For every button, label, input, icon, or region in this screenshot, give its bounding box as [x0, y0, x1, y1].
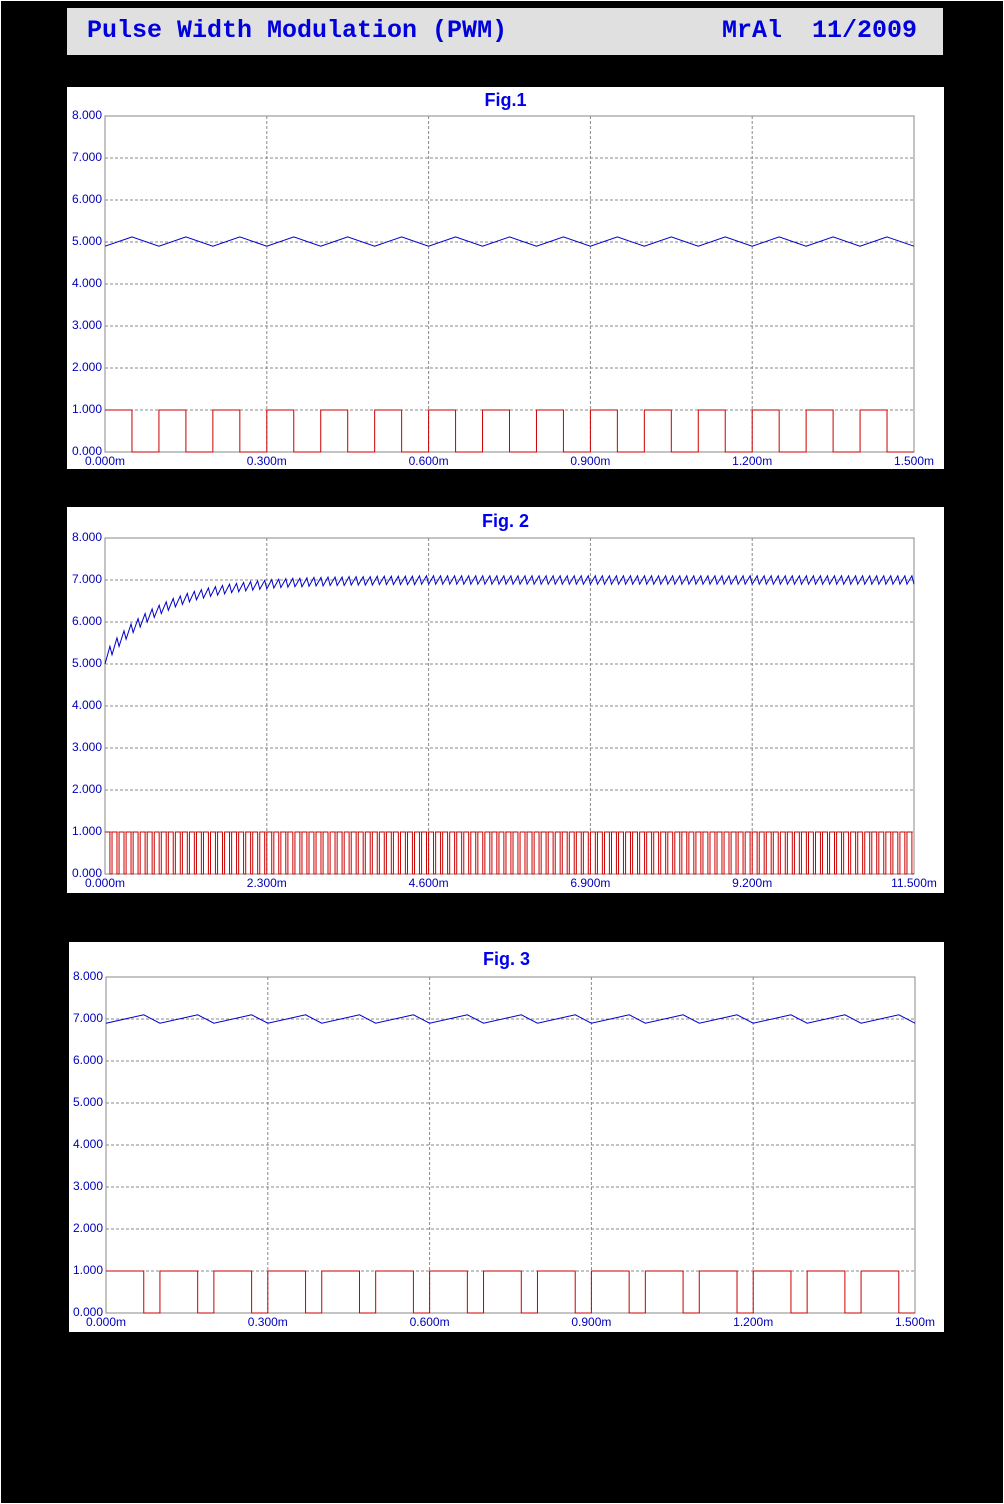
y-tick-label: 8.000 — [73, 969, 103, 983]
plot-frame — [104, 537, 915, 875]
y-tick-label: 4.000 — [72, 698, 102, 712]
x-tick-label: 0.000m — [85, 876, 125, 890]
x-tick-label: 1.500m — [894, 454, 934, 468]
y-tick-label: 6.000 — [72, 192, 102, 206]
series-line — [105, 831, 914, 875]
y-tick-label: 6.000 — [72, 614, 102, 628]
x-tick-label: 11.500m — [891, 876, 937, 890]
y-tick-label: 0.000 — [73, 1305, 103, 1319]
chart-panel — [69, 942, 944, 1332]
series-line — [106, 1270, 915, 1314]
chart-title: Fig. 2 — [482, 511, 529, 531]
y-tick-label: 1.000 — [72, 824, 102, 838]
y-tick-label: 5.000 — [72, 234, 102, 248]
chart-panel — [67, 87, 944, 469]
x-tick-label: 0.600m — [409, 454, 449, 468]
x-tick-label: 0.000m — [86, 1315, 126, 1329]
y-tick-label: 5.000 — [73, 1095, 103, 1109]
page-title: Pulse Width Modulation (PWM) — [87, 16, 508, 45]
y-tick-label: 5.000 — [72, 656, 102, 670]
y-tick-label: 8.000 — [72, 530, 102, 544]
y-tick-label: 3.000 — [73, 1179, 103, 1193]
y-tick-label: 3.000 — [72, 740, 102, 754]
x-tick-label: 0.900m — [571, 1315, 611, 1329]
y-tick-label: 1.000 — [72, 402, 102, 416]
y-tick-label: 6.000 — [73, 1053, 103, 1067]
x-tick-label: 1.500m — [895, 1315, 935, 1329]
y-tick-label: 2.000 — [73, 1221, 103, 1235]
x-tick-label: 0.000m — [85, 454, 125, 468]
y-tick-label: 2.000 — [72, 360, 102, 374]
x-tick-label: 9.200m — [732, 876, 772, 890]
y-tick-label: 0.000 — [72, 866, 102, 880]
chart-title: Fig.1 — [484, 90, 526, 110]
series-line — [104, 574, 915, 665]
series-line — [105, 409, 914, 453]
chart-title: Fig. 3 — [483, 949, 530, 969]
author-date: MrAl 11/2009 — [721, 16, 917, 45]
x-tick-label: 0.900m — [570, 454, 610, 468]
x-tick-label: 4.600m — [409, 876, 449, 890]
y-tick-label: 2.000 — [72, 782, 102, 796]
y-tick-label: 7.000 — [72, 572, 102, 586]
x-tick-label: 1.200m — [733, 1315, 773, 1329]
y-tick-label: 7.000 — [73, 1011, 103, 1025]
x-tick-label: 0.300m — [248, 1315, 288, 1329]
series-line — [105, 1014, 916, 1024]
x-tick-label: 0.300m — [247, 454, 287, 468]
y-tick-label: 0.000 — [72, 444, 102, 458]
y-tick-label: 8.000 — [72, 108, 102, 122]
y-tick-label: 3.000 — [72, 318, 102, 332]
y-tick-label: 4.000 — [73, 1137, 103, 1151]
header: Pulse Width Modulation (PWM) MrAl 11/200… — [67, 8, 943, 55]
y-tick-label: 7.000 — [72, 150, 102, 164]
x-tick-label: 0.600m — [410, 1315, 450, 1329]
x-tick-label: 2.300m — [247, 876, 287, 890]
chart-panel — [67, 507, 944, 893]
series-line — [104, 236, 915, 247]
plot-frame — [105, 976, 916, 1314]
y-tick-label: 4.000 — [72, 276, 102, 290]
x-tick-label: 6.900m — [570, 876, 610, 890]
y-tick-label: 1.000 — [73, 1263, 103, 1277]
x-tick-label: 1.200m — [732, 454, 772, 468]
